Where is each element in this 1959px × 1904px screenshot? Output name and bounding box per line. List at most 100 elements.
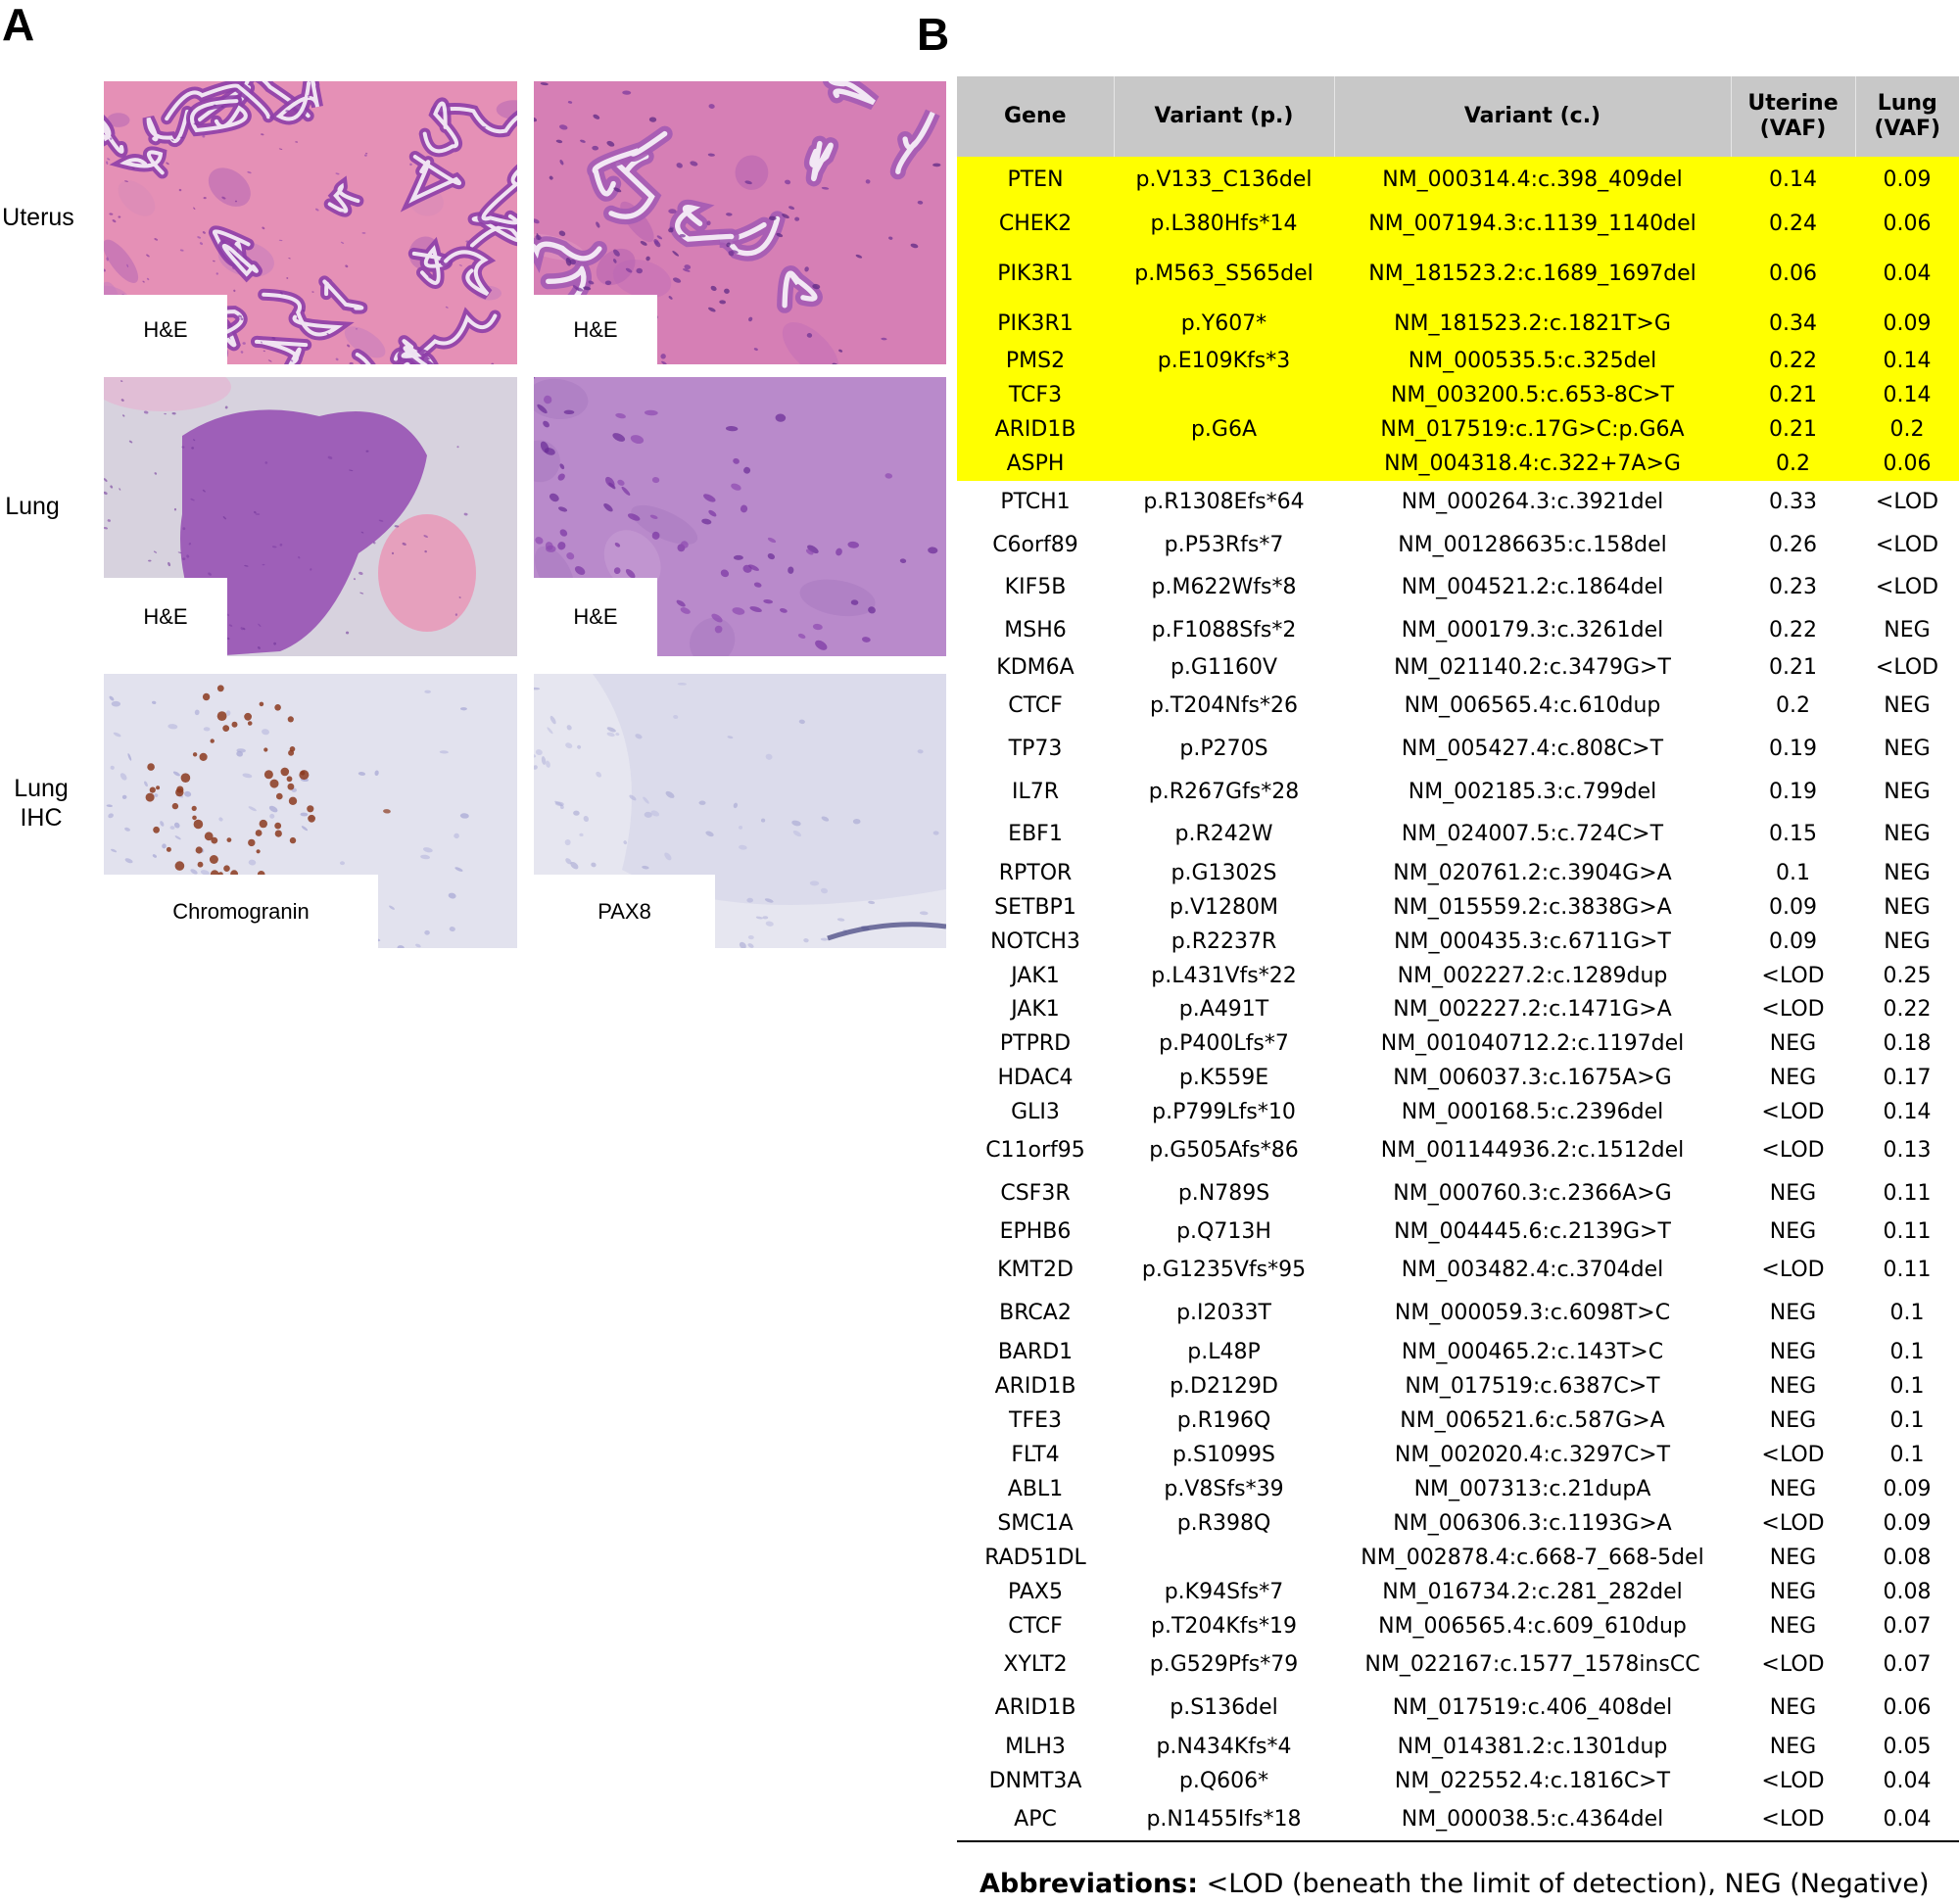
cell-variant-p: p.R1308Efs*64 [1143, 490, 1305, 514]
cell-variant-p: p.N434Kfs*4 [1156, 1734, 1292, 1759]
cell-gene: ABL1 [1007, 1476, 1064, 1501]
cell-uterine-vaf: 0.14 [1731, 157, 1855, 204]
cell-variant-p: p.P53Rfs*7 [1164, 532, 1284, 557]
cell-uterine-vaf: 0.34 [1731, 304, 1855, 345]
cell-gene: C6orf89 [992, 532, 1078, 557]
header-lung-vaf: Lung (VAF) [1855, 76, 1959, 157]
cell-variant-p: p.G1235Vfs*95 [1141, 1258, 1307, 1282]
cell-uterine-vaf: NEG [1769, 1219, 1817, 1244]
cell-lung-vaf: 0.05 [1883, 1734, 1932, 1759]
cell-uterine-vaf: <LOD [1761, 1258, 1825, 1282]
table-row: PTEN p.V133_C136del NM_000314.4:c.398_409d… [957, 157, 1959, 204]
table-row: CTCF p.T204Kfs*19 NM_006565.4:c.609_610dup… [957, 1609, 1959, 1643]
cell-gene: KIF5B [1004, 575, 1067, 599]
cell-gene: PAX5 [1008, 1579, 1063, 1604]
cell-variant-c: NM_006306.3:c.1193G>A [1393, 1510, 1672, 1536]
cell-variant-c: NM_000179.3:c.3261del [1401, 617, 1664, 643]
cell-variant-c: NM_002185.3:c.799del [1408, 779, 1657, 804]
cell-uterine-vaf: <LOD [1761, 1768, 1825, 1793]
cell-gene: PTEN [957, 157, 1114, 204]
cell-variant-c: NM_016734.2:c.281_282del [1382, 1579, 1683, 1604]
cell-gene: MSH6 [1004, 617, 1067, 643]
cell-variant-c: NM_002227.2:c.1289dup [1397, 963, 1668, 988]
cell-lung-vaf: 0.1 [1889, 1407, 1925, 1433]
cell-uterine-vaf: <LOD [1761, 1510, 1825, 1536]
cell-uterine-vaf: 0.19 [1769, 737, 1817, 761]
cell-variant-p: p.R267Gfs*28 [1148, 779, 1300, 804]
cell-gene: SMC1A [997, 1510, 1074, 1536]
table-row: KMT2D p.G1235Vfs*95 NM_003482.4:c.3704del <… [957, 1249, 1959, 1292]
abbreviations-label: Abbreviations: [980, 1869, 1199, 1899]
cell-variant-p: p.L431Vfs*22 [1151, 963, 1297, 988]
cell-variant-p: p.L48P [1187, 1339, 1261, 1364]
cell-variant-c: NM_020761.2:c.3904G>A [1393, 860, 1672, 885]
cell-uterine-vaf: NEG [1769, 1407, 1817, 1433]
cell-variant-c: NM_004445.6:c.2139G>T [1394, 1219, 1671, 1244]
cell-gene: JAK1 [1011, 997, 1060, 1022]
table-row: C6orf89 p.P53Rfs*7 NM_001286635:c.158del 0.… [957, 524, 1959, 566]
cell-variant-c: NM_006565.4:c.610dup [1404, 693, 1661, 718]
cell-lung-vaf: 0.06 [1855, 447, 1959, 481]
cell-lung-vaf: 0.14 [1855, 345, 1959, 378]
cell-uterine-vaf: <LOD [1761, 1652, 1825, 1677]
cell-lung-vaf: 0.11 [1883, 1258, 1932, 1282]
table-row: RAD51DL NM_002878.4:c.668-7_668-5del NEG 0.… [957, 1541, 1959, 1575]
cell-variant-c: NM_000168.5:c.2396del [1401, 1099, 1664, 1124]
micrograph-uterus-low-power: H&E [104, 81, 517, 364]
cell-variant-p [1114, 447, 1334, 481]
table-row: CSF3R p.N789S NM_000760.3:c.2366A>G NEG 0.11 [957, 1172, 1959, 1215]
cell-variant-c: NM_002020.4:c.3297C>T [1394, 1442, 1671, 1467]
cell-uterine-vaf: 0.09 [1769, 928, 1817, 954]
cell-variant-p: p.A491T [1178, 997, 1269, 1022]
cell-lung-vaf: NEG [1884, 860, 1931, 885]
cell-variant-p: p.V1280M [1170, 894, 1278, 920]
header-uterine-vaf: Uterine (VAF) [1731, 76, 1856, 157]
table-row: JAK1 p.L431Vfs*22 NM_002227.2:c.1289dup <LO… [957, 959, 1959, 993]
cell-uterine-vaf: 0.1 [1776, 860, 1810, 885]
cell-variant-c: NM_181523.2:c.1821T>G [1334, 304, 1731, 345]
cell-variant-c: NM_022552.4:c.1816C>T [1394, 1768, 1671, 1793]
cell-variant-p: p.K94Sfs*7 [1164, 1579, 1284, 1604]
table-row: SMC1A p.R398Q NM_006306.3:c.1193G>A <LOD 0.0… [957, 1506, 1959, 1541]
cell-gene: RPTOR [998, 860, 1073, 885]
cell-uterine-vaf: NEG [1769, 1030, 1817, 1056]
row-label-uterus: Uterus [2, 204, 74, 231]
cell-variant-c: NM_017519:c.406_408del [1392, 1695, 1673, 1720]
cell-variant-p: p.S136del [1170, 1695, 1278, 1720]
cell-lung-vaf: NEG [1884, 822, 1931, 846]
table-row: ASPH NM_004318.4:c.322+7A>G 0.2 0.06 [957, 447, 1959, 481]
cell-uterine-vaf: NEG [1769, 1579, 1817, 1604]
cell-variant-c: NM_000760.3:c.2366A>G [1393, 1181, 1672, 1206]
table-row: IL7R p.R267Gfs*28 NM_002185.3:c.799del 0.19… [957, 771, 1959, 813]
cell-gene: ARID1B [994, 1373, 1076, 1399]
stain-label: H&E [104, 295, 227, 364]
cell-lung-vaf: 0.1 [1889, 1301, 1925, 1325]
cell-lung-vaf: 0.22 [1883, 997, 1932, 1022]
table-row: PTCH1 p.R1308Efs*64 NM_000264.3:c.3921del 0… [957, 481, 1959, 524]
cell-variant-c: NM_000038.5:c.4364del [1334, 1798, 1731, 1842]
cell-variant-c: NM_017519:c.17G>C:p.G6A [1334, 412, 1731, 447]
cell-lung-vaf: 0.1 [1889, 1339, 1925, 1364]
micrograph-lung-low-power: H&E [104, 377, 517, 656]
table-row: PMS2 p.E109Kfs*3 NM_000535.5:c.325del 0.22 0… [957, 345, 1959, 378]
cell-gene: TP73 [1008, 737, 1063, 761]
cell-uterine-vaf: NEG [1769, 1339, 1817, 1364]
cell-lung-vaf: 0.17 [1883, 1065, 1932, 1090]
cell-gene: CHEK2 [957, 204, 1114, 245]
cell-variant-c: NM_005427.4:c.808C>T [1401, 737, 1664, 761]
cell-gene: PTPRD [999, 1030, 1072, 1056]
header-gene: Gene [957, 76, 1115, 157]
cell-lung-vaf: NEG [1884, 928, 1931, 954]
cell-variant-c: NM_004521.2:c.1864del [1401, 575, 1664, 599]
cell-variant-c: NM_024007.5:c.724C>T [1401, 822, 1664, 846]
table-body: PTEN p.V133_C136del NM_000314.4:c.398_409d… [957, 157, 1959, 1842]
cell-uterine-vaf: 0.22 [1731, 345, 1855, 378]
cell-lung-vaf: 0.09 [1883, 1510, 1932, 1536]
table-row: CHEK2 p.L380Hfs*14 NM_007194.3:c.1139_1140… [957, 204, 1959, 245]
cell-variant-p: p.K559E [1178, 1065, 1269, 1090]
cell-gene: BARD1 [997, 1339, 1074, 1364]
panel-letter-b: B [917, 9, 950, 60]
cell-gene: RAD51DL [984, 1545, 1086, 1570]
header-variant-c: Variant (c.) [1334, 76, 1732, 157]
cell-gene: GLI3 [1011, 1099, 1060, 1124]
